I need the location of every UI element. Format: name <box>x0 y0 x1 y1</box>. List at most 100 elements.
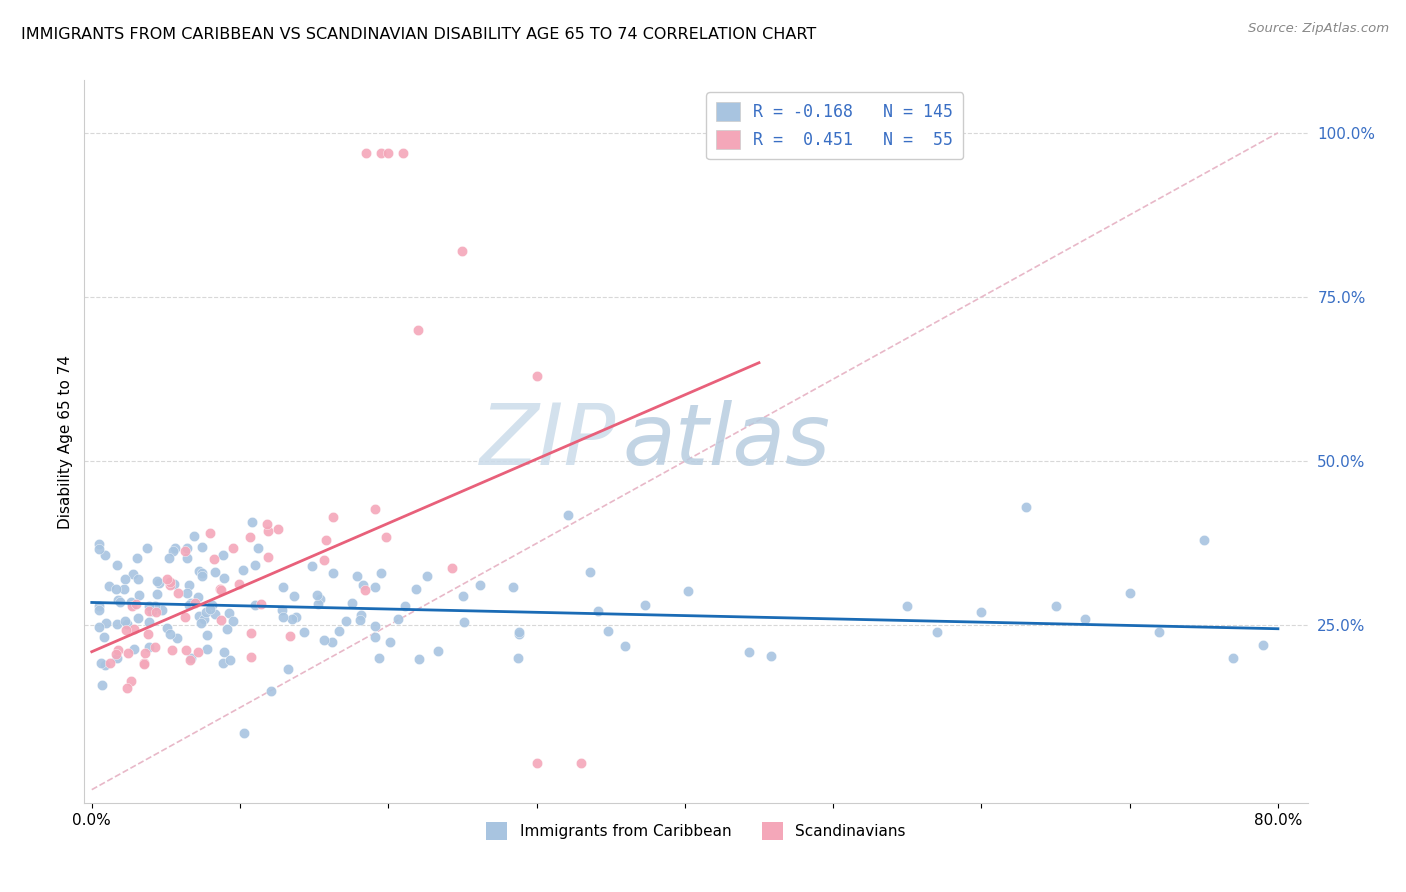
Point <box>125 597 148 611</box>
Point <box>166 631 188 645</box>
Point <box>470 577 492 591</box>
Point <box>136 541 159 556</box>
Point <box>134 657 156 671</box>
Point <box>364 618 387 632</box>
Point <box>233 726 256 740</box>
Point <box>132 656 155 670</box>
Point <box>112 582 135 597</box>
Point <box>121 599 143 613</box>
Point <box>176 586 198 600</box>
Point <box>315 533 337 547</box>
Point <box>184 596 207 610</box>
Point <box>405 582 427 597</box>
Point <box>1074 612 1097 626</box>
Point <box>105 558 128 573</box>
Point <box>125 550 148 565</box>
Point <box>596 624 619 638</box>
Point <box>190 566 212 580</box>
Point <box>266 522 288 536</box>
Point <box>328 624 350 638</box>
Point <box>1222 651 1244 665</box>
Point <box>107 642 129 657</box>
Point <box>342 596 364 610</box>
Point <box>115 681 138 695</box>
Point <box>114 615 136 629</box>
Point <box>228 577 250 591</box>
Point <box>190 615 212 630</box>
Point <box>271 603 294 617</box>
Point <box>187 609 209 624</box>
Point <box>93 631 115 645</box>
Point <box>163 541 186 556</box>
Point <box>240 516 263 530</box>
Point <box>508 650 530 665</box>
Point <box>292 624 315 639</box>
Point <box>256 524 278 538</box>
Point <box>212 548 235 562</box>
Point <box>180 596 202 610</box>
Point <box>508 627 530 641</box>
Point <box>89 541 111 556</box>
Point <box>208 582 231 596</box>
Point <box>127 611 149 625</box>
Point <box>738 645 761 659</box>
Point <box>569 756 592 771</box>
Point <box>370 566 392 580</box>
Point <box>90 656 112 670</box>
Point <box>759 648 782 663</box>
Point <box>1045 599 1067 613</box>
Point <box>1251 638 1274 652</box>
Point <box>240 626 263 640</box>
Point <box>222 615 245 629</box>
Text: Source: ZipAtlas.com: Source: ZipAtlas.com <box>1249 22 1389 36</box>
Point <box>312 633 335 648</box>
Point <box>174 544 197 558</box>
Point <box>247 541 270 555</box>
Point <box>502 581 524 595</box>
Point <box>143 599 166 614</box>
Point <box>134 646 156 660</box>
Point <box>335 614 357 628</box>
Point <box>406 323 429 337</box>
Point <box>150 603 173 617</box>
Point <box>122 622 145 636</box>
Point <box>138 599 160 613</box>
Legend: Immigrants from Caribbean, Scandinavians: Immigrants from Caribbean, Scandinavians <box>479 816 912 846</box>
Point <box>89 602 111 616</box>
Point <box>1118 585 1140 599</box>
Point <box>94 616 117 631</box>
Point <box>557 508 579 522</box>
Point <box>416 569 439 583</box>
Point <box>526 368 548 383</box>
Point <box>212 571 235 585</box>
Point <box>187 645 209 659</box>
Point <box>634 599 657 613</box>
Point <box>146 587 169 601</box>
Point <box>375 530 398 544</box>
Point <box>121 566 143 581</box>
Point <box>392 145 415 160</box>
Point <box>353 582 375 597</box>
Point <box>124 641 146 656</box>
Point <box>156 621 179 635</box>
Y-axis label: Disability Age 65 to 74: Disability Age 65 to 74 <box>58 354 73 529</box>
Point <box>232 564 254 578</box>
Point <box>1015 500 1038 515</box>
Point <box>387 612 409 626</box>
Point <box>367 651 389 665</box>
Point <box>370 145 392 160</box>
Point <box>350 607 373 622</box>
Point <box>271 580 294 594</box>
Point <box>141 604 163 618</box>
Point <box>212 645 235 659</box>
Point <box>160 643 183 657</box>
Point <box>243 558 266 573</box>
Point <box>127 573 149 587</box>
Point <box>352 578 374 592</box>
Point <box>314 553 336 567</box>
Point <box>277 662 299 676</box>
Point <box>508 625 530 640</box>
Point <box>98 657 121 671</box>
Point <box>217 622 239 636</box>
Point <box>120 674 142 689</box>
